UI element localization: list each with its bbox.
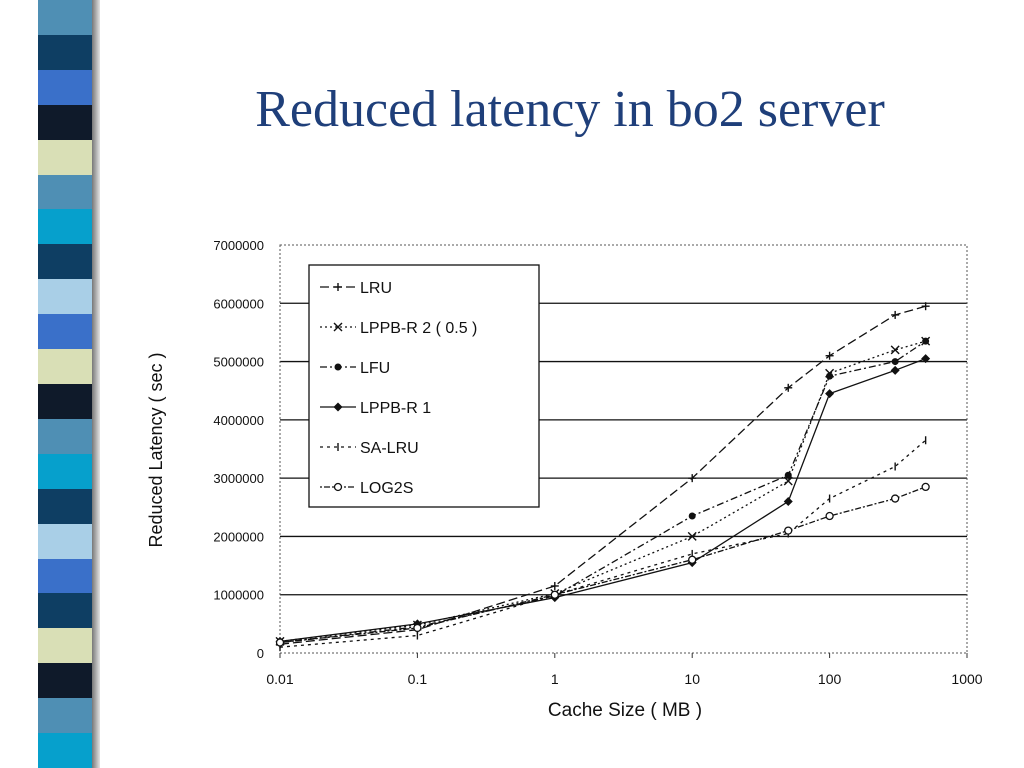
data-point-lru [550, 581, 559, 590]
stripe-block [38, 418, 94, 455]
x-tick-label: 0.1 [408, 671, 428, 687]
y-tick-label: 0 [257, 646, 264, 661]
data-point-lppb-r-1 [921, 354, 931, 364]
y-tick-label: 2000000 [213, 529, 264, 544]
stripe-block [38, 593, 94, 630]
data-point-log2s [413, 623, 422, 633]
legend-marker-lru [334, 283, 342, 291]
y-axis-label: Reduced Latency ( sec ) [146, 352, 166, 547]
data-point-lfu [891, 358, 899, 366]
y-tick-label: 6000000 [213, 296, 264, 311]
stripe-block [38, 733, 94, 768]
data-point-lru [688, 474, 697, 483]
data-point-log2s [891, 494, 900, 503]
legend-label-log2s: LOG2S [360, 480, 413, 497]
stripe-block [38, 349, 94, 385]
data-point-lru [921, 302, 930, 311]
data-point-lppb-r-1 [890, 365, 900, 375]
data-point-lppb-r-2-0-5 [687, 531, 697, 541]
data-point-log2s [275, 638, 285, 647]
series-line-lppb-r-1 [279, 358, 926, 642]
data-point-log2s [550, 590, 559, 599]
stripe-block [38, 384, 94, 420]
series-line-lfu [279, 340, 927, 644]
plot-frame [279, 244, 968, 654]
x-tick-label: 1 [551, 671, 559, 687]
stripe-block [38, 0, 94, 36]
x-tick-label: 0.01 [266, 671, 293, 687]
stripe-block [38, 174, 94, 211]
stripe-block [38, 488, 94, 525]
stripe-block [38, 69, 94, 106]
legend-box [308, 264, 540, 508]
stripe-block [38, 558, 94, 595]
data-point-lru [784, 383, 793, 392]
data-point-lppb-r-2-0-5 [890, 345, 900, 355]
stripe-block [38, 139, 94, 176]
x-tick-label: 100 [818, 671, 842, 687]
legend-marker-lppb-r-2-0-5 [333, 322, 343, 332]
legend-label-lppb-r-2-0-5: LPPB-R 2 ( 0.5 ) [360, 320, 477, 337]
stripe-block [38, 523, 94, 560]
data-point-log2s [921, 482, 930, 492]
stripe-block [38, 698, 94, 735]
data-point-lfu [922, 337, 930, 345]
data-point-lfu [688, 512, 696, 520]
stripe-block [38, 209, 94, 246]
series-line-log2s [279, 486, 926, 644]
series-line-sa-lru [279, 439, 927, 648]
y-tick-label: 4000000 [213, 413, 264, 428]
legend: LRU LPPB-R 2 ( 0.5 ) LFU LPPB-R 1 SA-LRU LOG2… [308, 264, 540, 508]
legend-marker-lfu [334, 363, 342, 371]
series-lines [275, 302, 931, 652]
x-axis-label: Cache Size ( MB ) [548, 700, 702, 721]
data-point-lfu [784, 471, 792, 479]
legend-label-lru: LRU [360, 280, 392, 297]
legend-label-lfu: LFU [360, 360, 390, 377]
y-tick-label: 1000000 [213, 588, 264, 603]
stripe-block [38, 663, 94, 700]
stripe-block [38, 244, 94, 281]
decorative-stripe-bar [0, 0, 100, 768]
stripe-block [38, 453, 94, 490]
legend-marker-lppb-r-1 [333, 402, 343, 412]
y-tick-label: 5000000 [213, 355, 264, 370]
stripe-block [38, 34, 94, 71]
data-point-lru [825, 351, 834, 360]
data-point-log2s [784, 526, 793, 535]
data-point-lfu [826, 372, 834, 380]
y-tick-label: 7000000 [213, 238, 264, 253]
data-point-log2s [688, 555, 697, 564]
legend-marker-log2s [333, 482, 343, 492]
stripe-block [38, 628, 94, 665]
data-point-lppb-r-1 [783, 496, 793, 506]
slide-title: Reduced latency in bo2 server [255, 81, 885, 138]
legend-label-sa-lru: SA-LRU [360, 440, 419, 457]
data-point-lppb-r-2-0-5 [783, 476, 793, 486]
stripe-block [38, 104, 94, 141]
stripe-block [38, 314, 94, 351]
stripe-block [38, 279, 94, 316]
data-point-lru [891, 310, 900, 319]
x-tick-label: 1000 [951, 671, 982, 687]
legend-label-lppb-r-1: LPPB-R 1 [360, 400, 431, 417]
data-point-log2s [825, 511, 834, 521]
x-tick-label: 10 [684, 671, 700, 687]
data-point-lppb-r-1 [825, 389, 835, 399]
y-tick-label: 3000000 [213, 471, 264, 486]
axes: 0 1000000 2000000 3000000 4000000 5000000 6000… [146, 238, 983, 721]
